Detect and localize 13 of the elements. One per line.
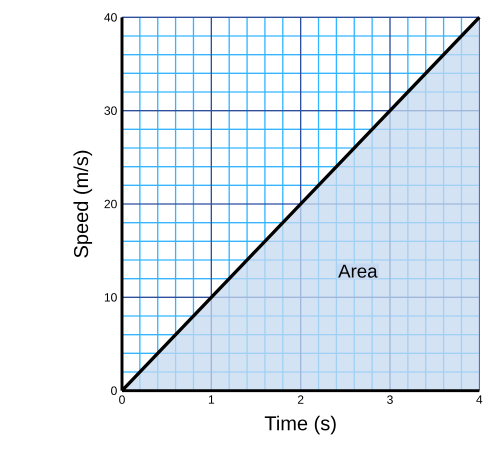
y-tick-label: 40 bbox=[104, 13, 117, 22]
x-tick-label: 1 bbox=[208, 395, 214, 404]
y-tick-label: 0 bbox=[111, 386, 117, 395]
annotation: Area bbox=[338, 264, 378, 278]
y-tick-label: 20 bbox=[104, 200, 117, 208]
x-axis-title: Time (s) bbox=[264, 416, 336, 434]
x-tick-label: 2 bbox=[298, 395, 304, 404]
x-tick-label: 4 bbox=[476, 395, 482, 404]
x-tick-label: 0 bbox=[119, 395, 125, 404]
y-tick-label: 30 bbox=[104, 106, 117, 115]
y-tick-label: 10 bbox=[104, 293, 117, 302]
x-tick-label: 3 bbox=[387, 395, 393, 404]
y-axis-title: Speed (m/s) bbox=[73, 150, 92, 258]
